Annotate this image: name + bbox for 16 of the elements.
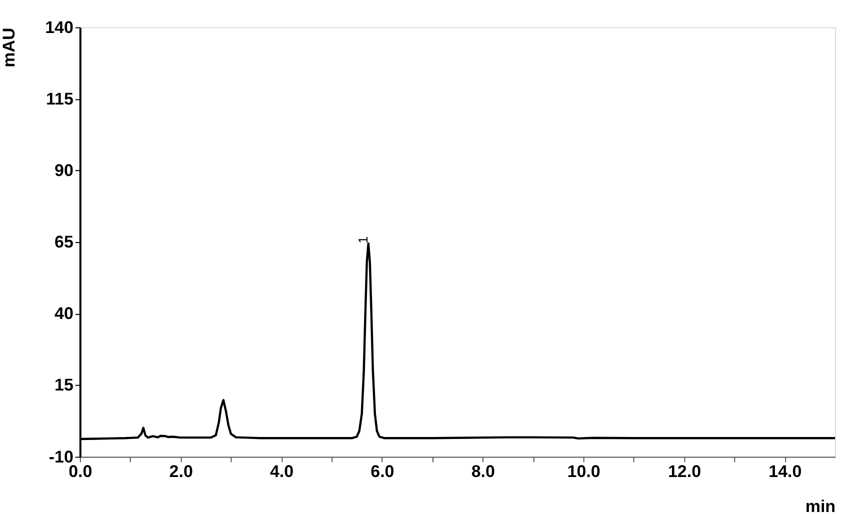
x-tick-label: 2.0 xyxy=(169,462,193,482)
x-tick-label: 8.0 xyxy=(471,462,495,482)
x-tick-label: 14.0 xyxy=(768,462,802,482)
y-tick-label: 15 xyxy=(54,376,74,395)
y-tick-label: 90 xyxy=(54,160,74,180)
x-tick-label: 6.0 xyxy=(370,462,394,482)
x-tick-label: 12.0 xyxy=(668,462,702,482)
y-axis-title: mAU xyxy=(0,28,18,68)
x-tick-label: 4.0 xyxy=(270,462,294,482)
y-tick-label: 65 xyxy=(54,232,74,252)
y-tick-label: 40 xyxy=(54,304,74,324)
y-tick-label: 115 xyxy=(46,89,74,108)
annotation: 1 xyxy=(355,236,370,244)
x-axis-title: min xyxy=(805,497,836,514)
y-tick-label: 140 xyxy=(45,18,74,37)
x-tick-label: 10.0 xyxy=(567,462,600,482)
